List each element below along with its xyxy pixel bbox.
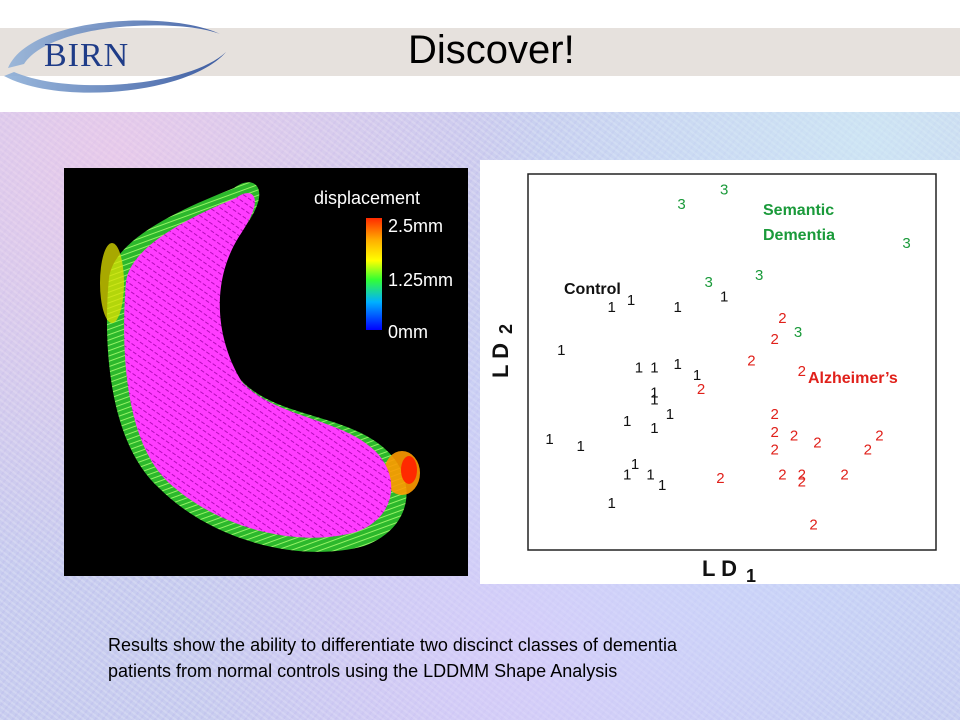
scatter-point-group2-0: 2 (778, 310, 786, 327)
annotation-semantic-line1: Semantic (763, 202, 834, 219)
scatter-point-group1-5: 1 (635, 360, 643, 377)
birn-logo: BIRN (4, 20, 226, 93)
x-axis-label-subscript: 1 (746, 566, 756, 584)
scatter-point-group3-2: 3 (902, 235, 910, 252)
x-axis-label: L D (702, 556, 737, 581)
scatter-point-group2-6: 2 (771, 424, 779, 441)
scatter-point-group1-7: 1 (674, 356, 682, 373)
brain-surface-graphic (100, 182, 420, 552)
scatter-point-group2-16: 2 (840, 467, 848, 484)
scatter-point-group2-15: 2 (798, 474, 806, 491)
scatter-point-group2-8: 2 (813, 434, 821, 451)
scatter-point-group1-13: 1 (650, 420, 658, 437)
scatter-point-group3-3: 3 (755, 267, 763, 284)
scatter-point-group2-4: 2 (697, 381, 705, 398)
scatter-point-group2-13: 2 (778, 467, 786, 484)
brain-displacement-image: displacement 2.5mm 1.25mm 0mm (64, 168, 468, 576)
y-axis-label-subscript: 2 (496, 324, 516, 334)
scatter-point-group1-11: 1 (666, 406, 674, 423)
scatter-point-group3-5: 3 (794, 324, 802, 341)
logo-text: BIRN (44, 37, 129, 74)
plot-frame (527, 173, 937, 551)
scatter-point-group1-6: 1 (650, 360, 658, 377)
caption: Results show the ability to differentiat… (108, 632, 888, 684)
scatter-point-group3-1: 3 (677, 196, 685, 213)
colorbar-title: displacement (314, 188, 421, 208)
scatter-point-group1-19: 1 (658, 477, 666, 494)
scatter-point-group1-8: 1 (693, 367, 701, 384)
scatter-point-group1-4: 1 (557, 342, 565, 359)
caption-line-1: Results show the ability to differentiat… (108, 635, 677, 655)
annotation-alzheimers: Alzheimer’s (808, 370, 898, 387)
scatter-point-group2-1: 2 (771, 331, 779, 348)
scatter-point-group1-10: 1 (650, 392, 658, 409)
scatter-point-group2-14: 2 (798, 467, 806, 484)
caption-line-2: patients from normal controls using the … (108, 661, 618, 681)
scatter-point-group1-9: 1 (650, 385, 658, 402)
scatter-point-group2-10: 2 (771, 442, 779, 459)
annotation-control: Control (564, 281, 621, 298)
scatter-point-group1-0: 1 (608, 299, 616, 316)
scatter-point-group1-20: 1 (608, 495, 616, 512)
annotation-semantic-line2: Dementia (763, 227, 835, 244)
scatter-point-group3-0: 3 (720, 182, 728, 199)
scatter-point-group1-14: 1 (545, 431, 553, 448)
colorbar-min-label: 0mm (388, 322, 428, 342)
scatter-point-group1-1: 1 (627, 292, 635, 309)
scatter-point-group2-7: 2 (790, 427, 798, 444)
scatter-point-group1-15: 1 (577, 438, 585, 455)
scatter-point-group1-12: 1 (623, 413, 631, 430)
colorbar (366, 218, 382, 330)
scatter-point-group1-17: 1 (623, 467, 631, 484)
scatter-point-group1-2: 1 (674, 299, 682, 316)
colorbar-mid-label: 1.25mm (388, 270, 454, 290)
scatter-point-group2-5: 2 (771, 406, 779, 423)
colorbar-max-label: 2.5mm (388, 216, 444, 236)
scatter-point-group2-9: 2 (875, 427, 883, 444)
scatter-point-group2-3: 2 (798, 363, 806, 380)
scatter-point-group1-16: 1 (631, 456, 639, 473)
page-title: Discover! (408, 28, 575, 72)
scatter-point-group1-18: 1 (646, 467, 654, 484)
scatter-point-group1-3: 1 (720, 289, 728, 306)
scatter-point-group2-11: 2 (864, 442, 872, 459)
y-axis-label: L D (488, 343, 513, 378)
scatter-point-group2-2: 2 (747, 353, 755, 370)
scatter-point-group3-4: 3 (705, 274, 713, 291)
scatter-point-group2-12: 2 (716, 470, 724, 487)
title-bar (0, 28, 960, 76)
scatter-point-group2-17: 2 (809, 516, 817, 533)
